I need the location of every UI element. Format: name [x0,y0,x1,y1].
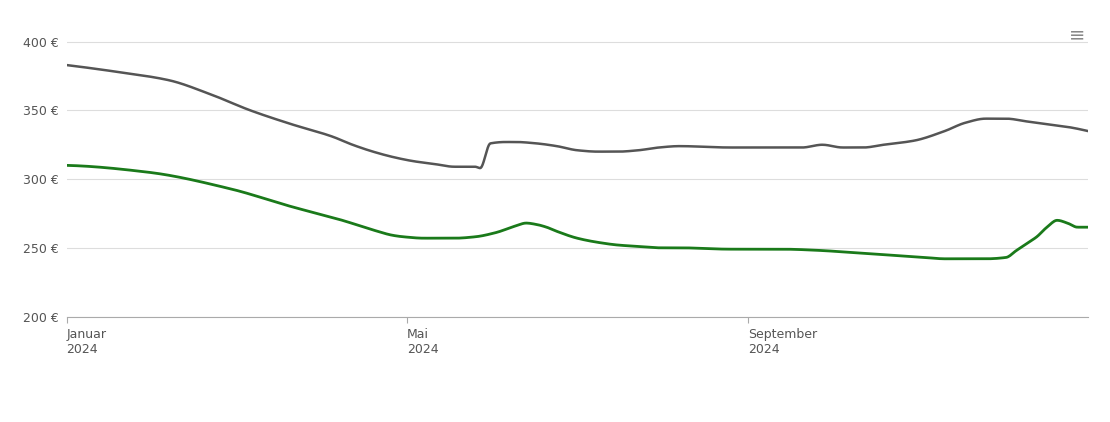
Text: ≡: ≡ [1069,25,1086,44]
